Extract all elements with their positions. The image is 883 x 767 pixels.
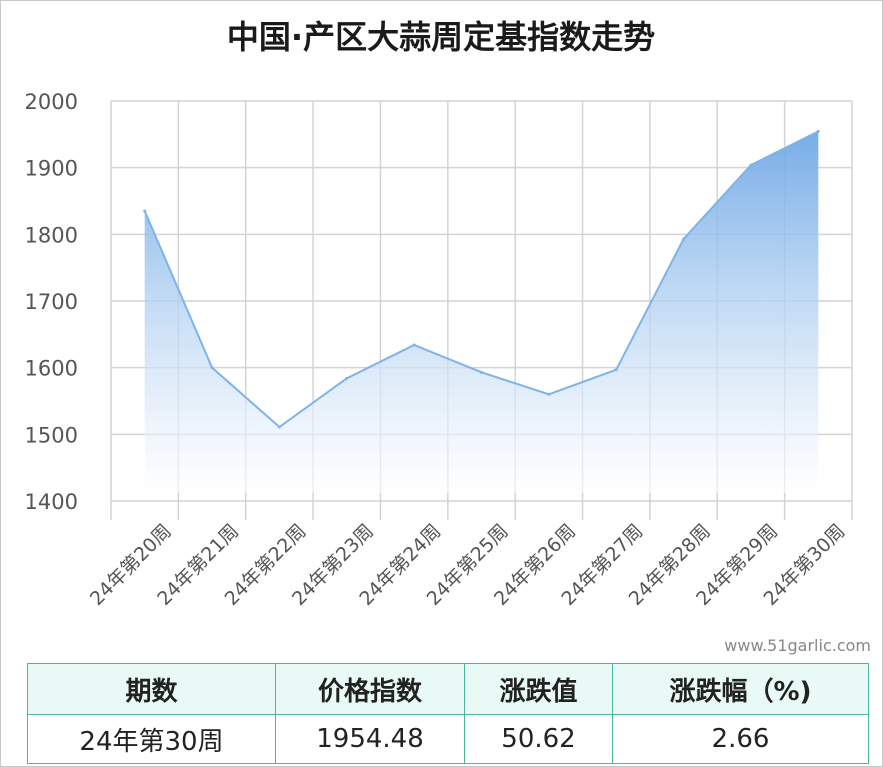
watermark-text: www.51garlic.com <box>724 636 871 655</box>
y-tick-label: 1800 <box>25 223 78 247</box>
cell-change-value: 50.62 <box>464 714 613 764</box>
cell-period: 24年第30周 <box>27 714 276 764</box>
summary-header-row: 期数 价格指数 涨跌值 涨跌幅（%) <box>27 663 869 715</box>
header-change-value: 涨跌值 <box>464 663 613 715</box>
y-tick-label: 1900 <box>25 157 78 181</box>
summary-table: 期数 价格指数 涨跌值 涨跌幅（%) 24年第30周 1954.48 50.62… <box>27 663 869 764</box>
header-period: 期数 <box>27 663 276 715</box>
data-point <box>277 425 281 429</box>
data-point <box>547 392 551 396</box>
data-point <box>749 163 753 167</box>
y-tick-label: 1500 <box>25 423 78 447</box>
data-point <box>614 368 618 372</box>
cell-price-index: 1954.48 <box>275 714 465 764</box>
data-point <box>412 343 416 347</box>
header-change-percent: 涨跌幅（%) <box>612 663 869 715</box>
cell-change-percent: 2.66 <box>612 714 869 764</box>
area-fill <box>144 131 819 493</box>
header-price-index: 价格指数 <box>275 663 465 715</box>
y-tick-label: 1700 <box>25 290 78 314</box>
series-area <box>143 129 820 493</box>
y-tick-label: 2000 <box>25 90 78 114</box>
data-point <box>682 237 686 241</box>
x-axis: 24年第20周24年第21周24年第22周24年第23周24年第24周24年第2… <box>86 501 853 610</box>
y-tick-label: 1600 <box>25 357 78 381</box>
data-point <box>143 209 147 213</box>
index-trend-chart: 中国·产区大蒜周定基指数走势 1400 1500 1600 1700 1800 1900 2… <box>25 18 853 610</box>
data-point <box>480 370 483 374</box>
summary-data-row: 24年第30周 1954.48 50.62 2.66 <box>27 714 869 764</box>
data-point <box>210 366 214 370</box>
y-tick-label: 1400 <box>25 490 78 514</box>
y-axis: 1400 1500 1600 1700 1800 1900 2000 <box>25 90 78 514</box>
chart-title: 中国·产区大蒜周定基指数走势 <box>227 18 655 56</box>
data-point <box>345 376 349 380</box>
data-point <box>816 129 820 133</box>
